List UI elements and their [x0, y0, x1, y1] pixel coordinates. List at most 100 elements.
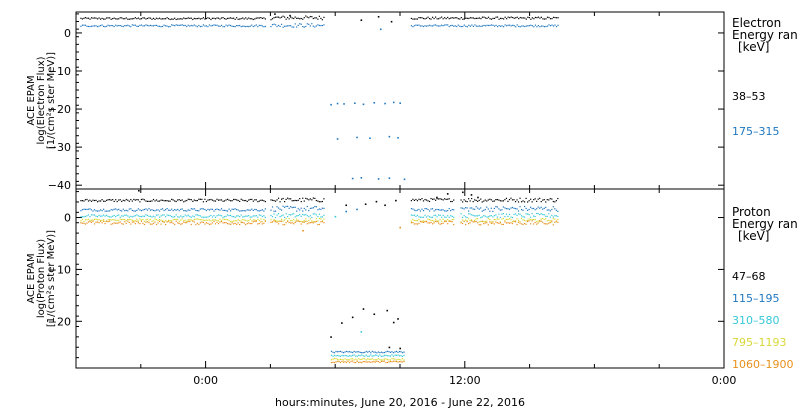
- data-point: [540, 201, 542, 203]
- data-point: [480, 207, 482, 209]
- data-point: [183, 215, 185, 218]
- data-point: [465, 200, 467, 202]
- data-point: [230, 17, 232, 19]
- data-point: [204, 223, 206, 225]
- data-point: [118, 222, 120, 224]
- data-point: [548, 222, 550, 224]
- data-point: [430, 197, 432, 200]
- data-point: [169, 25, 171, 28]
- data-point: [285, 217, 287, 220]
- data-point: [187, 198, 189, 200]
- data-point: [195, 25, 197, 27]
- data-point: [335, 350, 337, 353]
- data-point: [258, 210, 260, 212]
- data-point: [323, 218, 325, 220]
- data-point: [118, 220, 120, 222]
- data-point: [460, 26, 462, 28]
- data-point: [90, 214, 93, 216]
- data-point: [312, 17, 314, 20]
- data-point: [512, 16, 514, 19]
- data-point: [463, 220, 465, 222]
- data-point: [274, 24, 277, 26]
- data-point: [428, 210, 431, 212]
- data-point: [106, 17, 108, 19]
- data-point: [308, 23, 310, 25]
- data-point: [143, 25, 146, 27]
- electron-y-tick-label: −20: [48, 103, 71, 116]
- data-point: [504, 16, 506, 18]
- electron-legend-item: 38–53: [732, 90, 766, 103]
- data-point: [447, 210, 449, 212]
- data-point: [383, 351, 385, 354]
- data-point: [439, 219, 441, 221]
- data-point: [177, 18, 179, 20]
- data-point: [525, 25, 527, 27]
- data-point: [252, 219, 254, 221]
- data-point: [384, 102, 386, 105]
- data-point: [389, 355, 392, 357]
- data-point: [282, 26, 284, 28]
- data-point: [412, 26, 414, 28]
- data-point: [448, 216, 450, 218]
- data-point: [303, 221, 305, 223]
- data-point: [116, 18, 118, 20]
- data-point: [549, 220, 551, 222]
- data-point: [285, 18, 287, 20]
- data-point: [92, 210, 94, 212]
- data-point: [323, 214, 325, 216]
- data-point: [321, 19, 324, 21]
- data-point: [284, 219, 286, 221]
- data-point: [447, 198, 449, 200]
- data-point: [483, 24, 485, 26]
- data-point: [428, 200, 431, 203]
- data-point: [106, 214, 108, 216]
- data-point: [124, 25, 126, 27]
- data-point: [294, 220, 296, 222]
- data-point: [255, 215, 257, 217]
- data-point: [98, 200, 100, 202]
- data-point: [246, 215, 248, 217]
- data-point: [305, 220, 307, 222]
- data-point: [143, 17, 146, 19]
- data-point: [190, 216, 192, 218]
- data-point: [133, 221, 135, 223]
- data-point: [525, 18, 527, 20]
- data-point: [146, 209, 149, 211]
- data-point: [362, 308, 365, 310]
- data-point: [208, 17, 211, 19]
- data-point: [364, 355, 366, 357]
- data-point: [245, 215, 247, 217]
- data-point: [493, 25, 496, 27]
- data-point: [386, 350, 389, 352]
- data-point: [444, 17, 446, 19]
- data-point: [192, 18, 194, 21]
- data-point: [377, 351, 379, 353]
- data-point: [211, 199, 214, 201]
- data-point: [466, 216, 468, 219]
- data-point: [112, 25, 114, 27]
- data-point: [189, 219, 191, 221]
- data-point: [124, 214, 126, 216]
- data-point: [425, 221, 428, 223]
- proton-legend-item: 795–1193: [732, 336, 787, 349]
- proton-plot-frame: [75, 188, 725, 369]
- data-point: [364, 351, 366, 354]
- data-point: [430, 208, 432, 210]
- data-point: [83, 208, 85, 210]
- data-point: [537, 16, 540, 18]
- data-point: [551, 198, 553, 200]
- data-point: [364, 358, 366, 360]
- data-point: [335, 355, 337, 357]
- data-point: [161, 220, 164, 222]
- data-point: [261, 17, 263, 19]
- data-point: [115, 208, 117, 210]
- data-point: [469, 207, 471, 209]
- data-point: [230, 24, 232, 27]
- data-point: [418, 24, 420, 26]
- data-point: [204, 208, 206, 211]
- data-point: [350, 360, 352, 362]
- data-point: [187, 17, 189, 19]
- data-point: [486, 206, 488, 208]
- data-point: [271, 18, 274, 20]
- data-point: [207, 199, 209, 201]
